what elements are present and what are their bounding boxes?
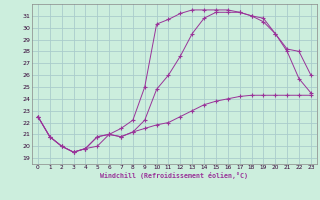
X-axis label: Windchill (Refroidissement éolien,°C): Windchill (Refroidissement éolien,°C): [100, 172, 248, 179]
